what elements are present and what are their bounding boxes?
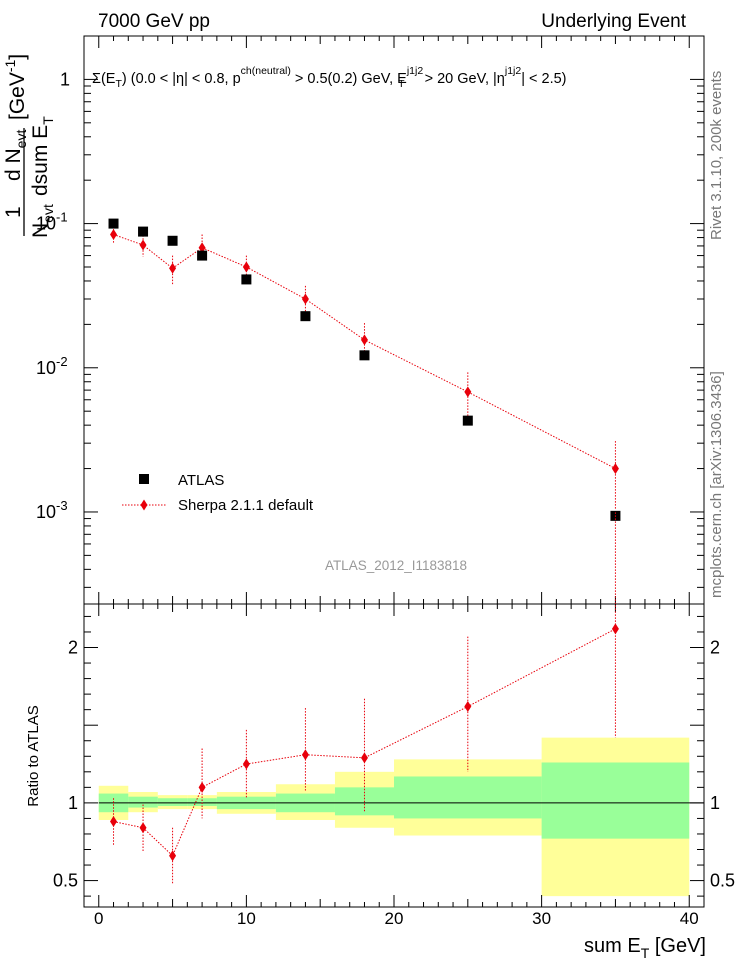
sherpa-point [464, 386, 472, 398]
atlas-point [197, 250, 208, 261]
sherpa-ratio-point [198, 781, 206, 793]
x-tick-labels: 0 10 20 30 40 [94, 909, 699, 928]
legend: ATLAS Sherpa 2.1.1 default [122, 472, 314, 514]
atlas-point [359, 350, 370, 361]
ratio-y-tick-label: 2 [68, 638, 78, 658]
svg-text:dsum ET: dsum ET [29, 116, 56, 196]
band-inner-bin [128, 796, 158, 808]
sherpa-ratio-point [301, 749, 309, 761]
x-tick-label: 0 [94, 909, 103, 928]
svg-text:d Nevt: d Nevt [2, 130, 29, 181]
rivet-label: Rivet 3.1.10, 200k events [708, 71, 725, 240]
ratio-y-tick-labels: 0.5 0.5 1 1 2 2 [53, 638, 735, 891]
ratio-axis-ticks [84, 604, 704, 907]
band-inner-bin [187, 798, 217, 806]
sherpa-point [242, 261, 250, 273]
x-tick-label: 40 [680, 909, 699, 928]
header-left-title: 7000 GeV pp [98, 11, 210, 32]
y-tick-label: 10-2 [36, 354, 68, 378]
header-right-title: Underlying Event [541, 11, 686, 32]
ratio-y-tick-label-right: 1 [710, 793, 720, 813]
svg-text:Nevt: Nevt [29, 204, 56, 238]
ratio-y-tick-label: 1 [68, 793, 78, 813]
main-y-tick-labels: 10-3 10-2 10-1 1 [36, 69, 70, 522]
y-tick-label: 10-3 [36, 498, 68, 522]
ratio-y-axis-label: Ratio to ATLAS [25, 705, 42, 806]
sherpa-ratio-point [139, 822, 147, 834]
sherpa-ratio-point [360, 752, 368, 764]
sherpa-ratio-point [110, 816, 118, 828]
ratio-y-tick-label-right: 0.5 [710, 871, 735, 891]
band-inner-bin [394, 776, 542, 819]
x-tick-label: 30 [532, 909, 551, 928]
sherpa-point [360, 334, 368, 346]
ratio-y-tick-label-right: 2 [710, 638, 720, 658]
band-inner-bin [541, 762, 690, 839]
ratio-y-tick-label: 0.5 [53, 871, 78, 891]
atlas-point [300, 311, 311, 322]
legend-sherpa-marker [140, 499, 148, 511]
atlas-point [167, 235, 178, 246]
sherpa-ratio-point [464, 701, 472, 713]
sherpa-point [611, 463, 619, 475]
main-axis-ticks [84, 35, 704, 604]
atlas-point [108, 218, 119, 229]
x-tick-label: 20 [385, 909, 404, 928]
sherpa-point [198, 242, 206, 254]
x-tick-label: 10 [237, 909, 256, 928]
svg-text:[GeV-1]: [GeV-1] [2, 54, 29, 120]
analysis-id: ATLAS_2012_I1183818 [325, 558, 467, 573]
sherpa-point [139, 239, 147, 251]
y-tick-label: 10-1 [36, 210, 68, 234]
sherpa-series [110, 226, 619, 509]
plot-title: Σ(ET) (0.0 < |η| < 0.8, pch(neutral) > 0… [92, 65, 567, 90]
atlas-point [462, 415, 473, 426]
legend-atlas-label: ATLAS [178, 472, 224, 489]
main-y-axis-label: 1 Nevt d Nevt dsum ET [GeV-1] [2, 54, 56, 238]
legend-sherpa-label: Sherpa 2.1.1 default [178, 497, 314, 514]
atlas-point [241, 274, 252, 285]
sherpa-ratio-point [169, 850, 177, 862]
mcplots-label: mcplots.cern.ch [arXiv:1306.3436] [708, 371, 725, 598]
band-inner-bin [157, 798, 188, 806]
sherpa-ratio-series [110, 512, 619, 884]
sherpa-point [301, 293, 309, 305]
y-tick-label: 1 [60, 69, 70, 89]
sherpa-point [110, 229, 118, 241]
svg-text:1: 1 [2, 206, 25, 218]
legend-atlas-marker [139, 474, 149, 484]
x-axis-label: sum ET [GeV] [584, 935, 706, 961]
sherpa-point [169, 262, 177, 274]
sherpa-ratio-point [242, 758, 250, 770]
sherpa-ratio-point [611, 623, 619, 635]
atlas-point [138, 226, 149, 237]
